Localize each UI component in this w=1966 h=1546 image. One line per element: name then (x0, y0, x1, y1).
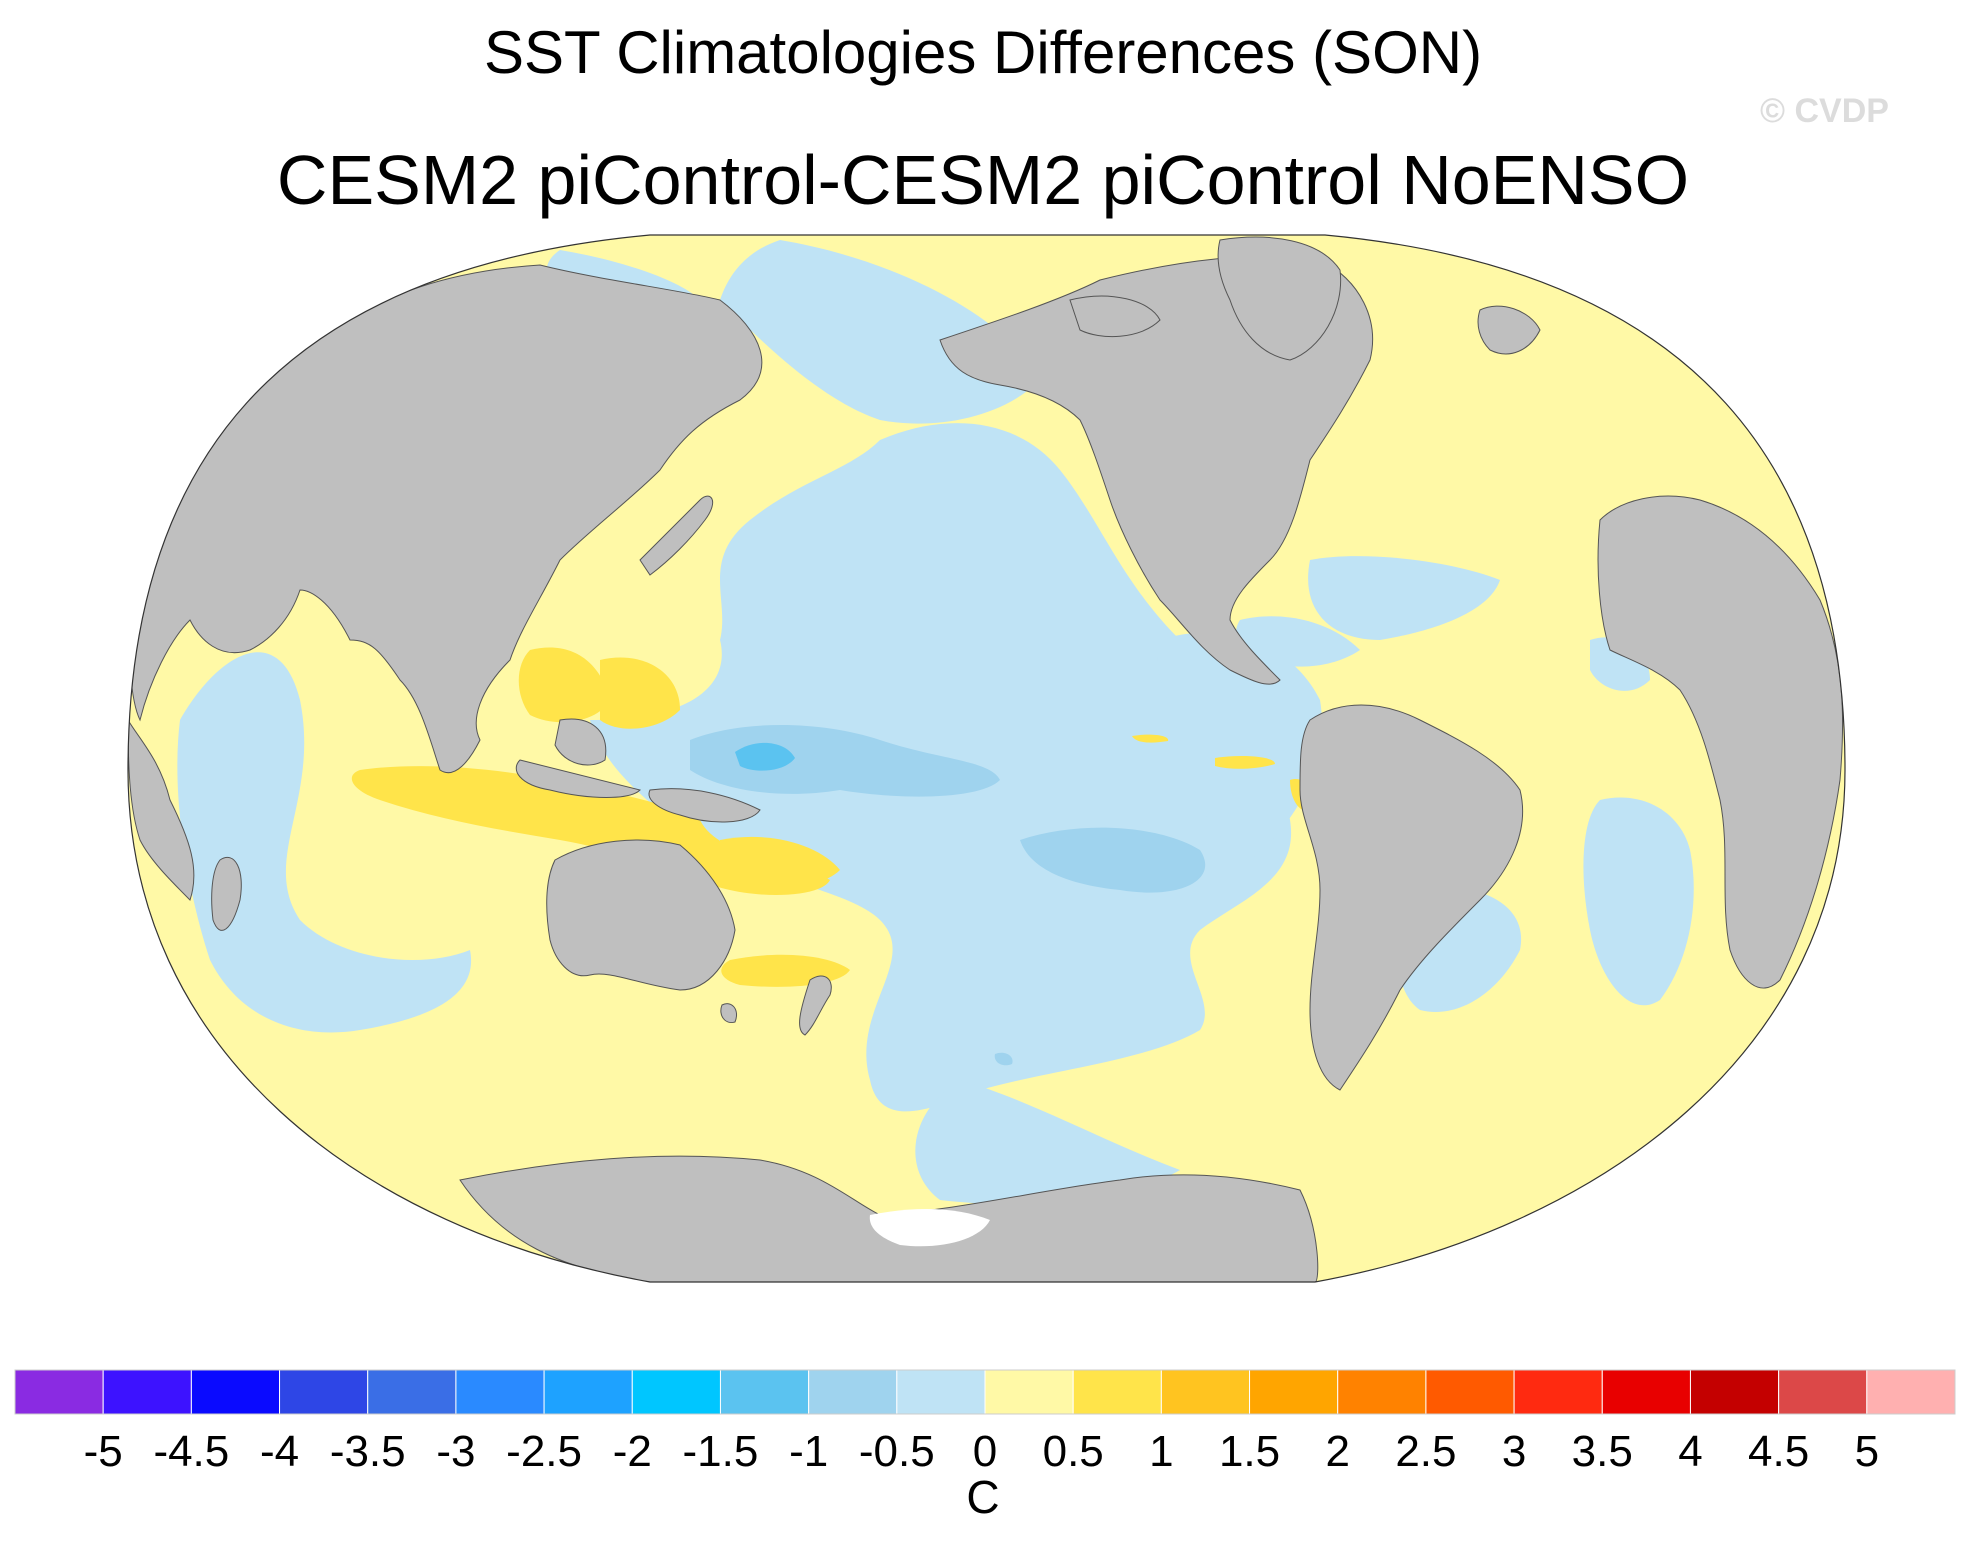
land-australia (546, 839, 736, 991)
map-subtitle: CESM2 piControl-CESM2 piControl NoENSO (276, 141, 1690, 219)
colorbar-box (1160, 1369, 1251, 1415)
land-arctic-islands (1069, 295, 1161, 338)
pos-region-indian-maritime (351, 766, 830, 895)
land-africa-east (128, 718, 195, 901)
colorbar-box (1513, 1369, 1603, 1415)
colorbar-box (808, 1369, 898, 1415)
colorbar-box (631, 1369, 721, 1415)
colorbar-tick-label: 0 (973, 1427, 997, 1476)
land-tasmania (720, 1003, 737, 1024)
pos-region-philippines (518, 647, 610, 723)
neg-region-small-south (994, 1052, 1013, 1066)
colorbar-tick-label: 2 (1325, 1427, 1349, 1476)
colorbar-box (1778, 1369, 1868, 1415)
colorbar-tick-label: -0.5 (859, 1427, 935, 1476)
colorbar-box (367, 1369, 457, 1415)
colorbar-box (896, 1369, 986, 1415)
colorbar-box (1689, 1369, 1780, 1415)
colorbar-tick-label: 0.5 (1043, 1427, 1104, 1476)
land-new-guinea (648, 788, 761, 823)
land-europe-africa-west (1597, 495, 1844, 989)
colorbar-tick-label: 3.5 (1572, 1427, 1633, 1476)
colorbar-tick-label: -4.5 (153, 1427, 229, 1476)
neg-region-caribbean (1236, 616, 1360, 667)
colorbar-box (190, 1369, 281, 1415)
neg-region-south-pacific (915, 1080, 1180, 1204)
pos-region-east-pacific-2 (1132, 734, 1169, 743)
colorbar-tick-label: -2.5 (506, 1427, 582, 1476)
map-outline (127, 234, 1846, 1283)
colorbar-box (1601, 1369, 1691, 1415)
colorbar-tick-label: 5 (1855, 1427, 1879, 1476)
map-title: SST Climatologies Differences (SON) (483, 19, 1483, 86)
colorbar-tick-label: 1.5 (1219, 1427, 1280, 1476)
colorbar-tick-label: 1 (1149, 1427, 1173, 1476)
land-greenland (1217, 236, 1342, 361)
pos-region-east-pacific-1 (1215, 756, 1275, 769)
pos-region-west-pacific-warmpool (600, 657, 680, 729)
colorbar-box (1249, 1369, 1339, 1415)
land-borneo (554, 718, 607, 766)
colorbar-box (1072, 1369, 1162, 1415)
colorbar-box (984, 1369, 1074, 1415)
land-japan (639, 495, 714, 576)
land-eurasia (128, 264, 763, 774)
colorbar-tick-label: -3.5 (330, 1427, 406, 1476)
land-scandinavia (1477, 305, 1541, 355)
neg-region-minimum (735, 742, 795, 771)
pos-region-coral-sea (720, 836, 840, 889)
colorbar-box (102, 1369, 192, 1415)
neg-region-south-central-pacific (1020, 827, 1206, 893)
colorbar-tick-label: -5 (84, 1427, 123, 1476)
neg-region-north-pacific (720, 240, 1040, 424)
land-new-zealand (799, 975, 832, 1036)
colorbar-tick-label: -2 (613, 1427, 652, 1476)
neg-region-indian-ocean (177, 652, 472, 1033)
colorbar-labels: -5 -4.5 -4 -3.5 -3 -2.5 -2 -1.5 -1 -0.5 0 0.5 1 1.5 2 2… (84, 1427, 1879, 1476)
colorbar-box (279, 1369, 369, 1415)
ocean-ross-sea-missing (869, 1208, 990, 1247)
colorbar-tick-label: 2.5 (1395, 1427, 1456, 1476)
land-south-america (1299, 704, 1524, 1091)
colorbar-box (14, 1369, 104, 1415)
colorbar-tick-label: 4 (1678, 1427, 1702, 1476)
colorbar-tick-label: -4 (260, 1427, 299, 1476)
neg-region-equator-dateline (690, 725, 1000, 797)
land-indonesia (515, 759, 641, 798)
colorbar-box (1866, 1369, 1956, 1415)
colorbar-tick-label: -1.5 (683, 1427, 759, 1476)
colorbar-tick-label: -1 (789, 1427, 828, 1476)
neg-region-east-pacific (1157, 632, 1322, 860)
watermark: © CVDP (1760, 92, 1889, 130)
colorbar-tick-label: -3 (436, 1427, 475, 1476)
colorbar-tick-label: 3 (1502, 1427, 1526, 1476)
land-madagascar (211, 857, 242, 931)
colorbar-units: C (966, 1471, 1000, 1523)
neg-region-south-atlantic-east (1583, 797, 1694, 1006)
colorbar-tick-label: 4.5 (1748, 1427, 1809, 1476)
colorbar-box (455, 1369, 545, 1415)
colorbar-box (1337, 1369, 1427, 1415)
colorbar-frame (14, 1369, 1956, 1415)
colorbar-box (1425, 1369, 1515, 1415)
colorbar-boxes (14, 1369, 1956, 1415)
colorbar-box (543, 1369, 633, 1415)
colorbar-box (719, 1369, 810, 1415)
neg-region-north-atlantic (1308, 556, 1500, 640)
